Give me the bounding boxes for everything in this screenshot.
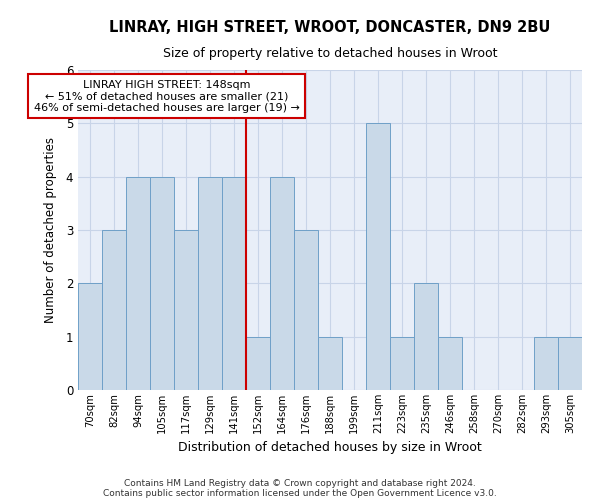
Bar [366, 124, 390, 390]
Text: LINRAY, HIGH STREET, WROOT, DONCASTER, DN9 2BU: LINRAY, HIGH STREET, WROOT, DONCASTER, D… [109, 20, 551, 35]
Bar [126, 176, 150, 390]
Bar [270, 176, 294, 390]
Y-axis label: Number of detached properties: Number of detached properties [44, 137, 58, 323]
Bar [78, 284, 102, 390]
Bar [294, 230, 318, 390]
Bar [558, 336, 582, 390]
X-axis label: Distribution of detached houses by size in Wroot: Distribution of detached houses by size … [178, 442, 482, 454]
Text: LINRAY HIGH STREET: 148sqm
← 51% of detached houses are smaller (21)
46% of semi: LINRAY HIGH STREET: 148sqm ← 51% of deta… [34, 80, 300, 113]
Text: Contains public sector information licensed under the Open Government Licence v3: Contains public sector information licen… [103, 488, 497, 498]
Text: Contains HM Land Registry data © Crown copyright and database right 2024.: Contains HM Land Registry data © Crown c… [124, 478, 476, 488]
Bar [150, 176, 174, 390]
Text: Size of property relative to detached houses in Wroot: Size of property relative to detached ho… [163, 48, 497, 60]
Bar [198, 176, 222, 390]
Bar [414, 284, 438, 390]
Bar [174, 230, 198, 390]
Bar [438, 336, 462, 390]
Bar [222, 176, 246, 390]
Bar [318, 336, 342, 390]
Bar [534, 336, 558, 390]
Bar [102, 230, 126, 390]
Bar [390, 336, 414, 390]
Bar [246, 336, 270, 390]
